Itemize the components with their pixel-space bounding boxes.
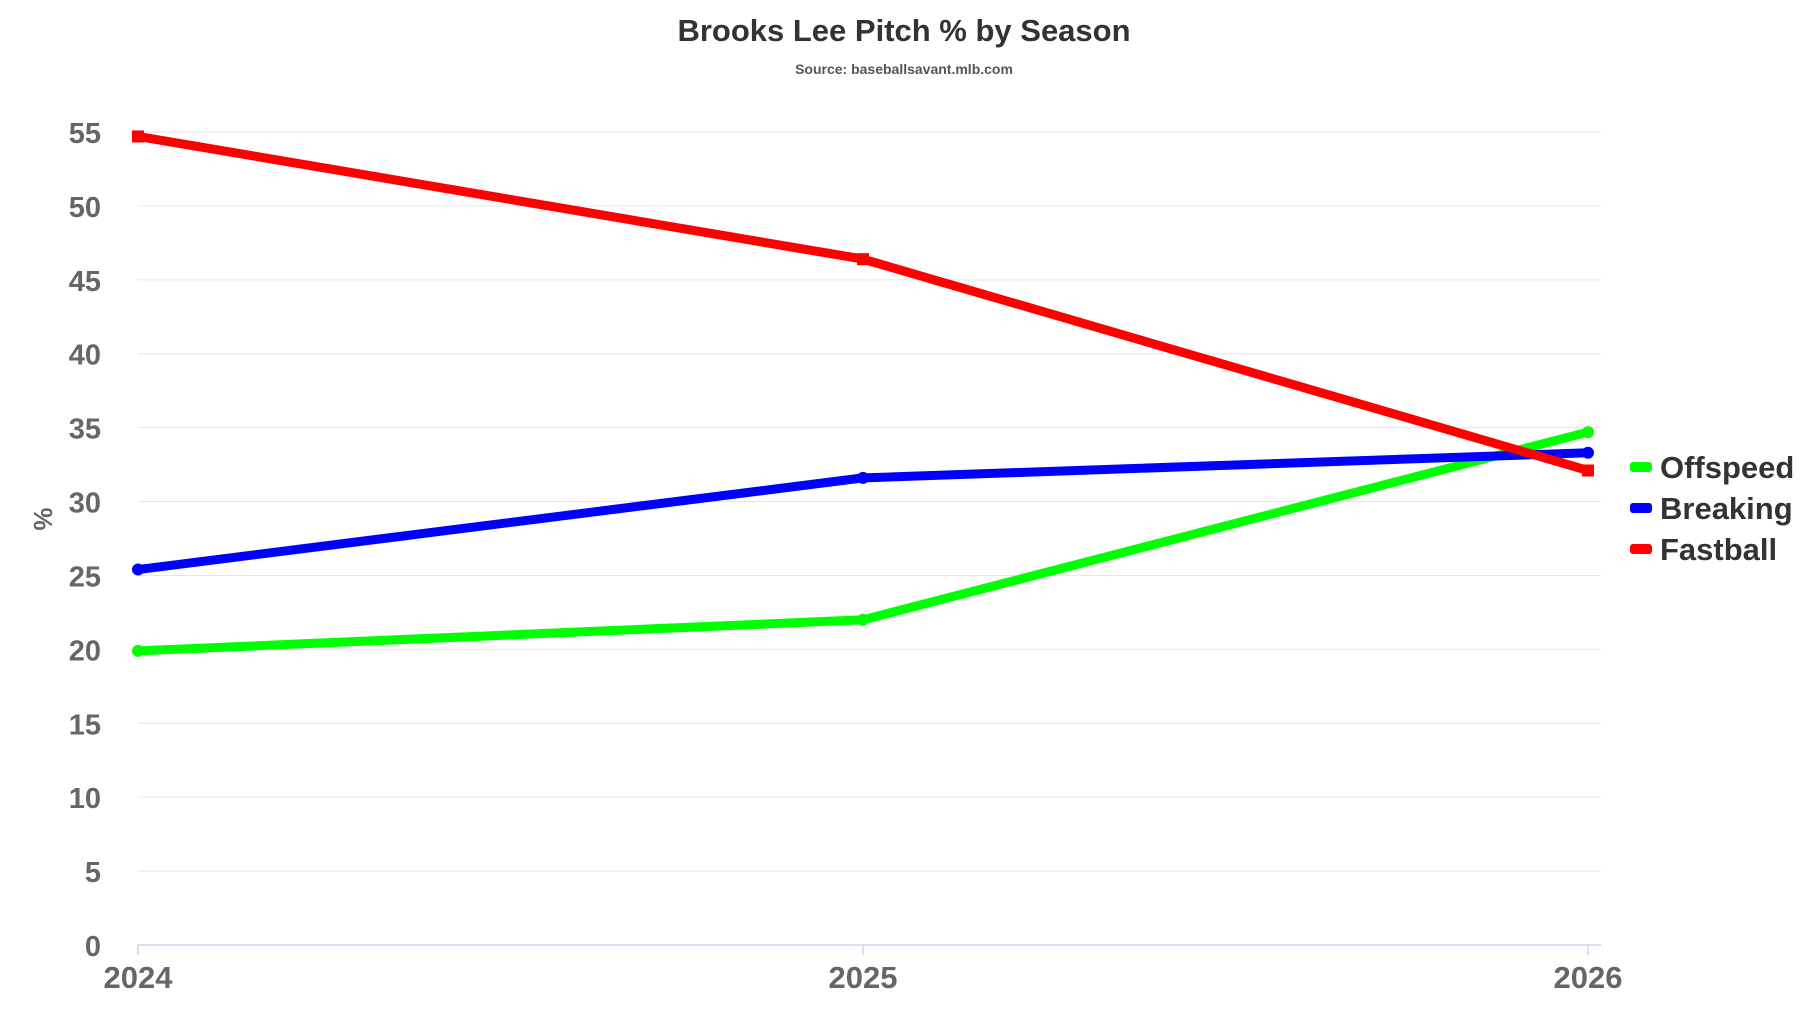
x-tick-label: 2024	[104, 960, 174, 995]
y-tick-label: 25	[69, 561, 101, 593]
x-axis-ticks: 2024 2025 2026	[104, 945, 1623, 995]
series-line[interactable]	[133, 448, 1593, 575]
legend-swatch	[1630, 503, 1652, 513]
legend-item-fastball[interactable]: Fastball	[1630, 532, 1777, 567]
data-point[interactable]	[857, 471, 869, 484]
y-tick-label: 35	[69, 414, 101, 446]
y-tick-label: 30	[69, 488, 101, 520]
x-tick-label: 2025	[829, 960, 898, 995]
series-fastball[interactable]	[132, 130, 1594, 477]
data-point[interactable]	[1582, 426, 1594, 439]
y-tick-label: 0	[85, 931, 101, 963]
y-tick-label: 45	[69, 266, 101, 298]
legend-label: Breaking	[1660, 491, 1793, 526]
data-point[interactable]	[132, 130, 144, 143]
gridlines	[138, 131, 1601, 872]
data-point[interactable]	[132, 644, 144, 657]
data-point[interactable]	[857, 253, 869, 266]
series-line[interactable]	[133, 131, 1593, 476]
series-lines	[132, 130, 1594, 657]
legend-item-breaking[interactable]: Breaking	[1630, 491, 1793, 526]
series-breaking[interactable]	[132, 446, 1594, 576]
y-axis: 0 5 10 15 20 25 30 35 40 45 50 55	[69, 118, 101, 963]
chart-title: Brooks Lee Pitch % by Season	[677, 13, 1130, 48]
data-point[interactable]	[857, 613, 869, 626]
x-tick-label: 2026	[1554, 960, 1623, 995]
legend-label: Offspeed	[1660, 450, 1794, 485]
legend-label: Fastball	[1660, 532, 1777, 567]
y-tick-label: 20	[69, 635, 101, 667]
y-axis-title: %	[28, 507, 58, 530]
legend[interactable]: Offspeed Breaking Fastball	[1630, 450, 1794, 567]
data-point[interactable]	[1582, 464, 1594, 477]
data-point[interactable]	[1582, 446, 1594, 459]
legend-swatch	[1630, 544, 1652, 554]
chart-subtitle: Source: baseballsavant.mlb.com	[795, 61, 1013, 77]
y-tick-label: 50	[69, 192, 101, 224]
y-tick-label: 10	[69, 783, 101, 815]
y-tick-label: 40	[69, 340, 101, 372]
y-tick-label: 55	[69, 118, 101, 150]
y-tick-label: 5	[85, 857, 101, 889]
y-tick-label: 15	[69, 709, 101, 741]
legend-item-offspeed[interactable]: Offspeed	[1630, 450, 1794, 485]
data-point[interactable]	[132, 563, 144, 576]
legend-swatch	[1630, 462, 1652, 472]
series-offspeed[interactable]	[132, 426, 1594, 657]
